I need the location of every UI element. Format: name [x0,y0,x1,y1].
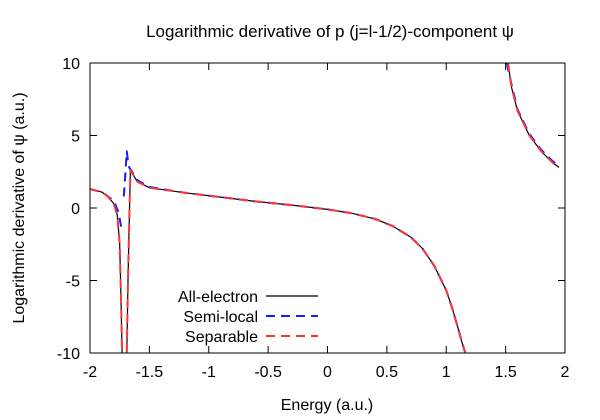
x-tick-label: 1 [442,364,451,381]
x-axis: -2 -1.5 -1 -0.5 0 0.5 1 1.5 2 [83,63,570,381]
x-tick-label: -0.5 [254,364,282,381]
y-tick-label: 0 [71,201,80,218]
x-tick-label: 0 [323,364,332,381]
x-tick-label: 0.5 [376,364,398,381]
x-axis-label: Energy (a.u.) [281,397,373,414]
legend-label-semi-local: Semi-local [183,309,258,326]
y-tick-label: -10 [57,346,80,363]
x-tick-label: 1.5 [495,364,517,381]
y-tick-label: 5 [71,129,80,146]
series-line-semi-local [505,63,560,167]
legend-label-separable: Separable [185,329,258,346]
chart-title: Logarithmic derivative of p (j=l-1/2)-co… [146,22,514,41]
series-all-electron [90,63,560,353]
legend-label-all-electron: All-electron [178,289,258,306]
series-line-semi-local [122,150,467,353]
plot-frame [89,62,566,354]
series-line-all-electron [90,188,123,353]
y-axis-label: Logarithmic derivative of ψ (a.u.) [11,92,28,323]
x-tick-label: 2 [561,364,570,381]
x-tick-label: -1.5 [136,364,164,381]
series-line-separable [125,169,467,353]
y-tick-label: -5 [66,274,80,291]
series-layer [90,63,560,353]
series-line-separable [90,188,124,353]
series-separable [90,63,560,353]
y-tick-label: 10 [62,56,80,73]
series-line-all-electron [507,63,560,168]
plot-area [89,62,566,354]
series-line-semi-local [90,188,124,233]
x-tick-label: -1 [202,364,216,381]
x-tick-label: -2 [83,364,97,381]
legend: All-electron Semi-local Separable [178,289,318,346]
series-semi-local [90,63,560,353]
series-line-all-electron [126,169,466,353]
y-axis: -10 -5 0 5 10 [57,56,565,363]
series-line-separable [507,63,560,169]
